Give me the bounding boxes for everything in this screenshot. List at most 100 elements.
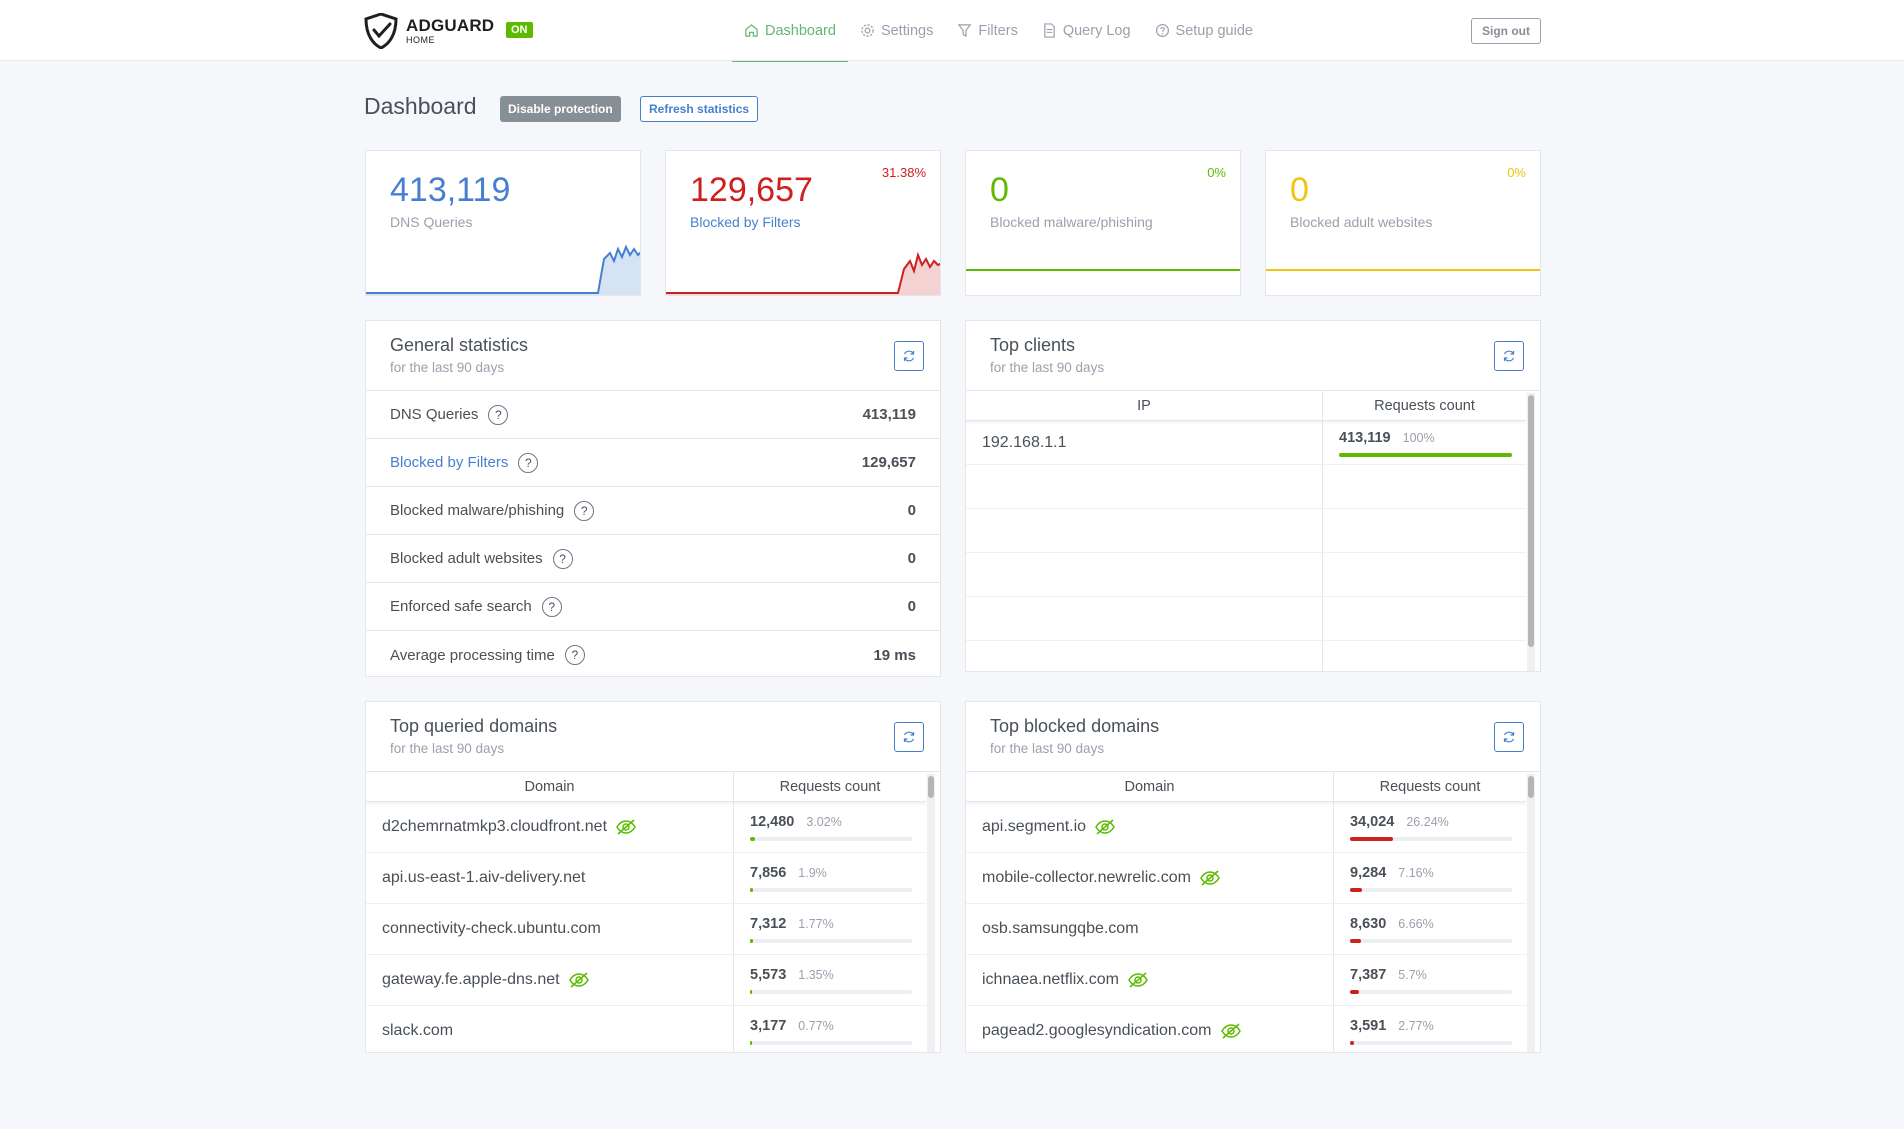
help-icon[interactable]: ? (541, 596, 562, 617)
request-count: 7,387 (1350, 967, 1387, 983)
scrollbar-thumb[interactable] (1528, 776, 1534, 798)
domain-name[interactable]: slack.com (382, 1022, 454, 1039)
help-icon[interactable]: ? (552, 548, 573, 569)
counter-percent: 0% (1507, 165, 1526, 180)
refresh-button[interactable] (1494, 341, 1524, 371)
domain-name[interactable]: ichnaea.netflix.com (982, 971, 1119, 988)
counter-label: Blocked malware/phishing (990, 214, 1153, 230)
client-ip[interactable]: 192.168.1.1 (966, 421, 1323, 464)
refresh-button[interactable] (894, 341, 924, 371)
help-icon[interactable]: ? (488, 404, 509, 425)
domain-name[interactable]: pagead2.googlesyndication.com (982, 1022, 1212, 1039)
stat-label-link[interactable]: Blocked by Filters (390, 454, 509, 471)
counter-adult: 0% 0 Blocked adult websites (1265, 150, 1541, 296)
logo-title: ADGUARD (406, 16, 495, 35)
filter-icon (958, 24, 972, 38)
counter-malware: 0% 0 Blocked malware/phishing (965, 150, 1241, 296)
requests-cell: 3,177 0.77% (734, 1006, 926, 1052)
tracker-icon[interactable] (1094, 818, 1116, 836)
domain-cell: gateway.fe.apple-dns.net (366, 955, 734, 1005)
scrollbar[interactable] (1527, 774, 1535, 1052)
domain-name[interactable]: mobile-collector.newrelic.com (982, 869, 1191, 886)
counter-blocked-filters: 31.38% 129,657 Blocked by Filters (665, 150, 941, 296)
nav-query-log-label: Query Log (1062, 22, 1131, 39)
nav-settings[interactable]: Settings (848, 0, 945, 61)
stat-value: 19 ms (873, 646, 916, 664)
sign-out-button[interactable]: Sign out (1471, 18, 1541, 44)
stat-label: Average processing time (390, 646, 555, 664)
card-subtitle: for the last 90 days (990, 741, 1105, 756)
disable-protection-button[interactable]: Disable protection (500, 96, 621, 122)
column-header-requests[interactable]: Requests count (1374, 397, 1475, 414)
tracker-icon[interactable] (1199, 869, 1221, 887)
scrollbar[interactable] (927, 774, 935, 1052)
nav-filters[interactable]: Filters (945, 0, 1029, 61)
stat-value: 129,657 (861, 454, 916, 471)
request-count: 7,856 (750, 865, 787, 881)
stat-label: DNS Queries (390, 406, 479, 423)
column-header-domain[interactable]: Domain (366, 772, 734, 801)
card-title: Top blocked domains (990, 716, 1160, 736)
tracker-icon[interactable] (615, 818, 637, 836)
nav-setup-guide[interactable]: Setup guide (1143, 0, 1265, 61)
column-header-domain[interactable]: Domain (966, 772, 1334, 801)
domain-cell: ichnaea.netflix.com (966, 955, 1334, 1005)
nav-query-log[interactable]: Query Log (1030, 0, 1143, 61)
card-title: General statistics (390, 335, 529, 355)
table-header: Domain Requests count (366, 772, 926, 802)
domain-name[interactable]: gateway.fe.apple-dns.net (382, 971, 560, 988)
request-percent: 2.77% (1398, 1019, 1434, 1033)
malware-sparkline (966, 269, 1240, 271)
request-count: 9,284 (1350, 865, 1387, 881)
request-percent: 1.77% (798, 917, 834, 931)
top-blocked-domains-card: Top blocked domains for the last 90 days… (965, 701, 1541, 1053)
scrollbar-thumb[interactable] (1528, 395, 1534, 647)
adguard-logo[interactable]: ADGUARD HOME (364, 13, 494, 49)
table-row-empty (966, 641, 1526, 671)
nav-setup-guide-label: Setup guide (1175, 22, 1253, 39)
table-row: mobile-collector.newrelic.com 9,284 7.16% (966, 853, 1526, 904)
scrollbar[interactable] (1527, 393, 1535, 671)
counter-value: 0 (990, 171, 1009, 209)
column-header-requests[interactable]: Requests count (1379, 778, 1481, 795)
refresh-statistics-button[interactable]: Refresh statistics (640, 96, 759, 122)
top-header: ADGUARD HOME ON Dashboard Settings Filte… (0, 0, 1904, 62)
card-subtitle: for the last 90 days (390, 360, 505, 375)
table-row: pagead2.googlesyndication.com 3,591 2.77% (966, 1006, 1526, 1052)
requests-cell: 7,387 5.7% (1334, 955, 1526, 1005)
request-progress-bar (750, 837, 912, 841)
scrollbar-thumb[interactable] (928, 776, 934, 798)
tracker-icon[interactable] (1127, 971, 1149, 989)
stat-row-malware: Blocked malware/phishing ? 0 (366, 487, 940, 535)
column-header-ip[interactable]: IP (966, 391, 1323, 420)
counter-label: Blocked adult websites (1290, 214, 1433, 230)
domain-name[interactable]: api.segment.io (982, 818, 1087, 835)
domain-name[interactable]: api.us-east-1.aiv-delivery.net (382, 869, 586, 886)
domain-cell: api.segment.io (966, 802, 1334, 852)
domain-name[interactable]: osb.samsungqbe.com (982, 920, 1139, 937)
nav-dashboard-label: Dashboard (765, 22, 836, 39)
shield-logo-icon (364, 13, 398, 49)
counter-label: DNS Queries (390, 214, 473, 230)
request-percent: 3.02% (806, 815, 842, 829)
table-row: 192.168.1.1 413,119 100% (966, 421, 1526, 465)
counter-label[interactable]: Blocked by Filters (690, 214, 801, 230)
counter-value: 129,657 (690, 171, 813, 209)
tracker-icon[interactable] (1220, 1022, 1242, 1040)
help-icon[interactable]: ? (518, 452, 539, 473)
help-icon[interactable]: ? (574, 500, 595, 521)
domain-name[interactable]: connectivity-check.ubuntu.com (382, 920, 601, 937)
column-header-requests[interactable]: Requests count (779, 778, 881, 795)
refresh-button[interactable] (1494, 722, 1524, 752)
help-icon[interactable]: ? (564, 645, 585, 665)
nav-dashboard[interactable]: Dashboard (732, 0, 848, 62)
requests-cell: 7,312 1.77% (734, 904, 926, 954)
request-count: 3,177 (750, 1018, 787, 1034)
domain-name[interactable]: d2chemrnatmkp3.cloudfront.net (382, 818, 608, 835)
refresh-button[interactable] (894, 722, 924, 752)
stat-row-processing-time: Average processing time ? 19 ms (366, 631, 940, 679)
main-nav: Dashboard Settings Filters Query Log Set… (732, 0, 1265, 62)
tracker-icon[interactable] (568, 971, 590, 989)
stat-label: Blocked adult websites (390, 550, 543, 567)
table-row: api.us-east-1.aiv-delivery.net 7,856 1.9% (366, 853, 926, 904)
